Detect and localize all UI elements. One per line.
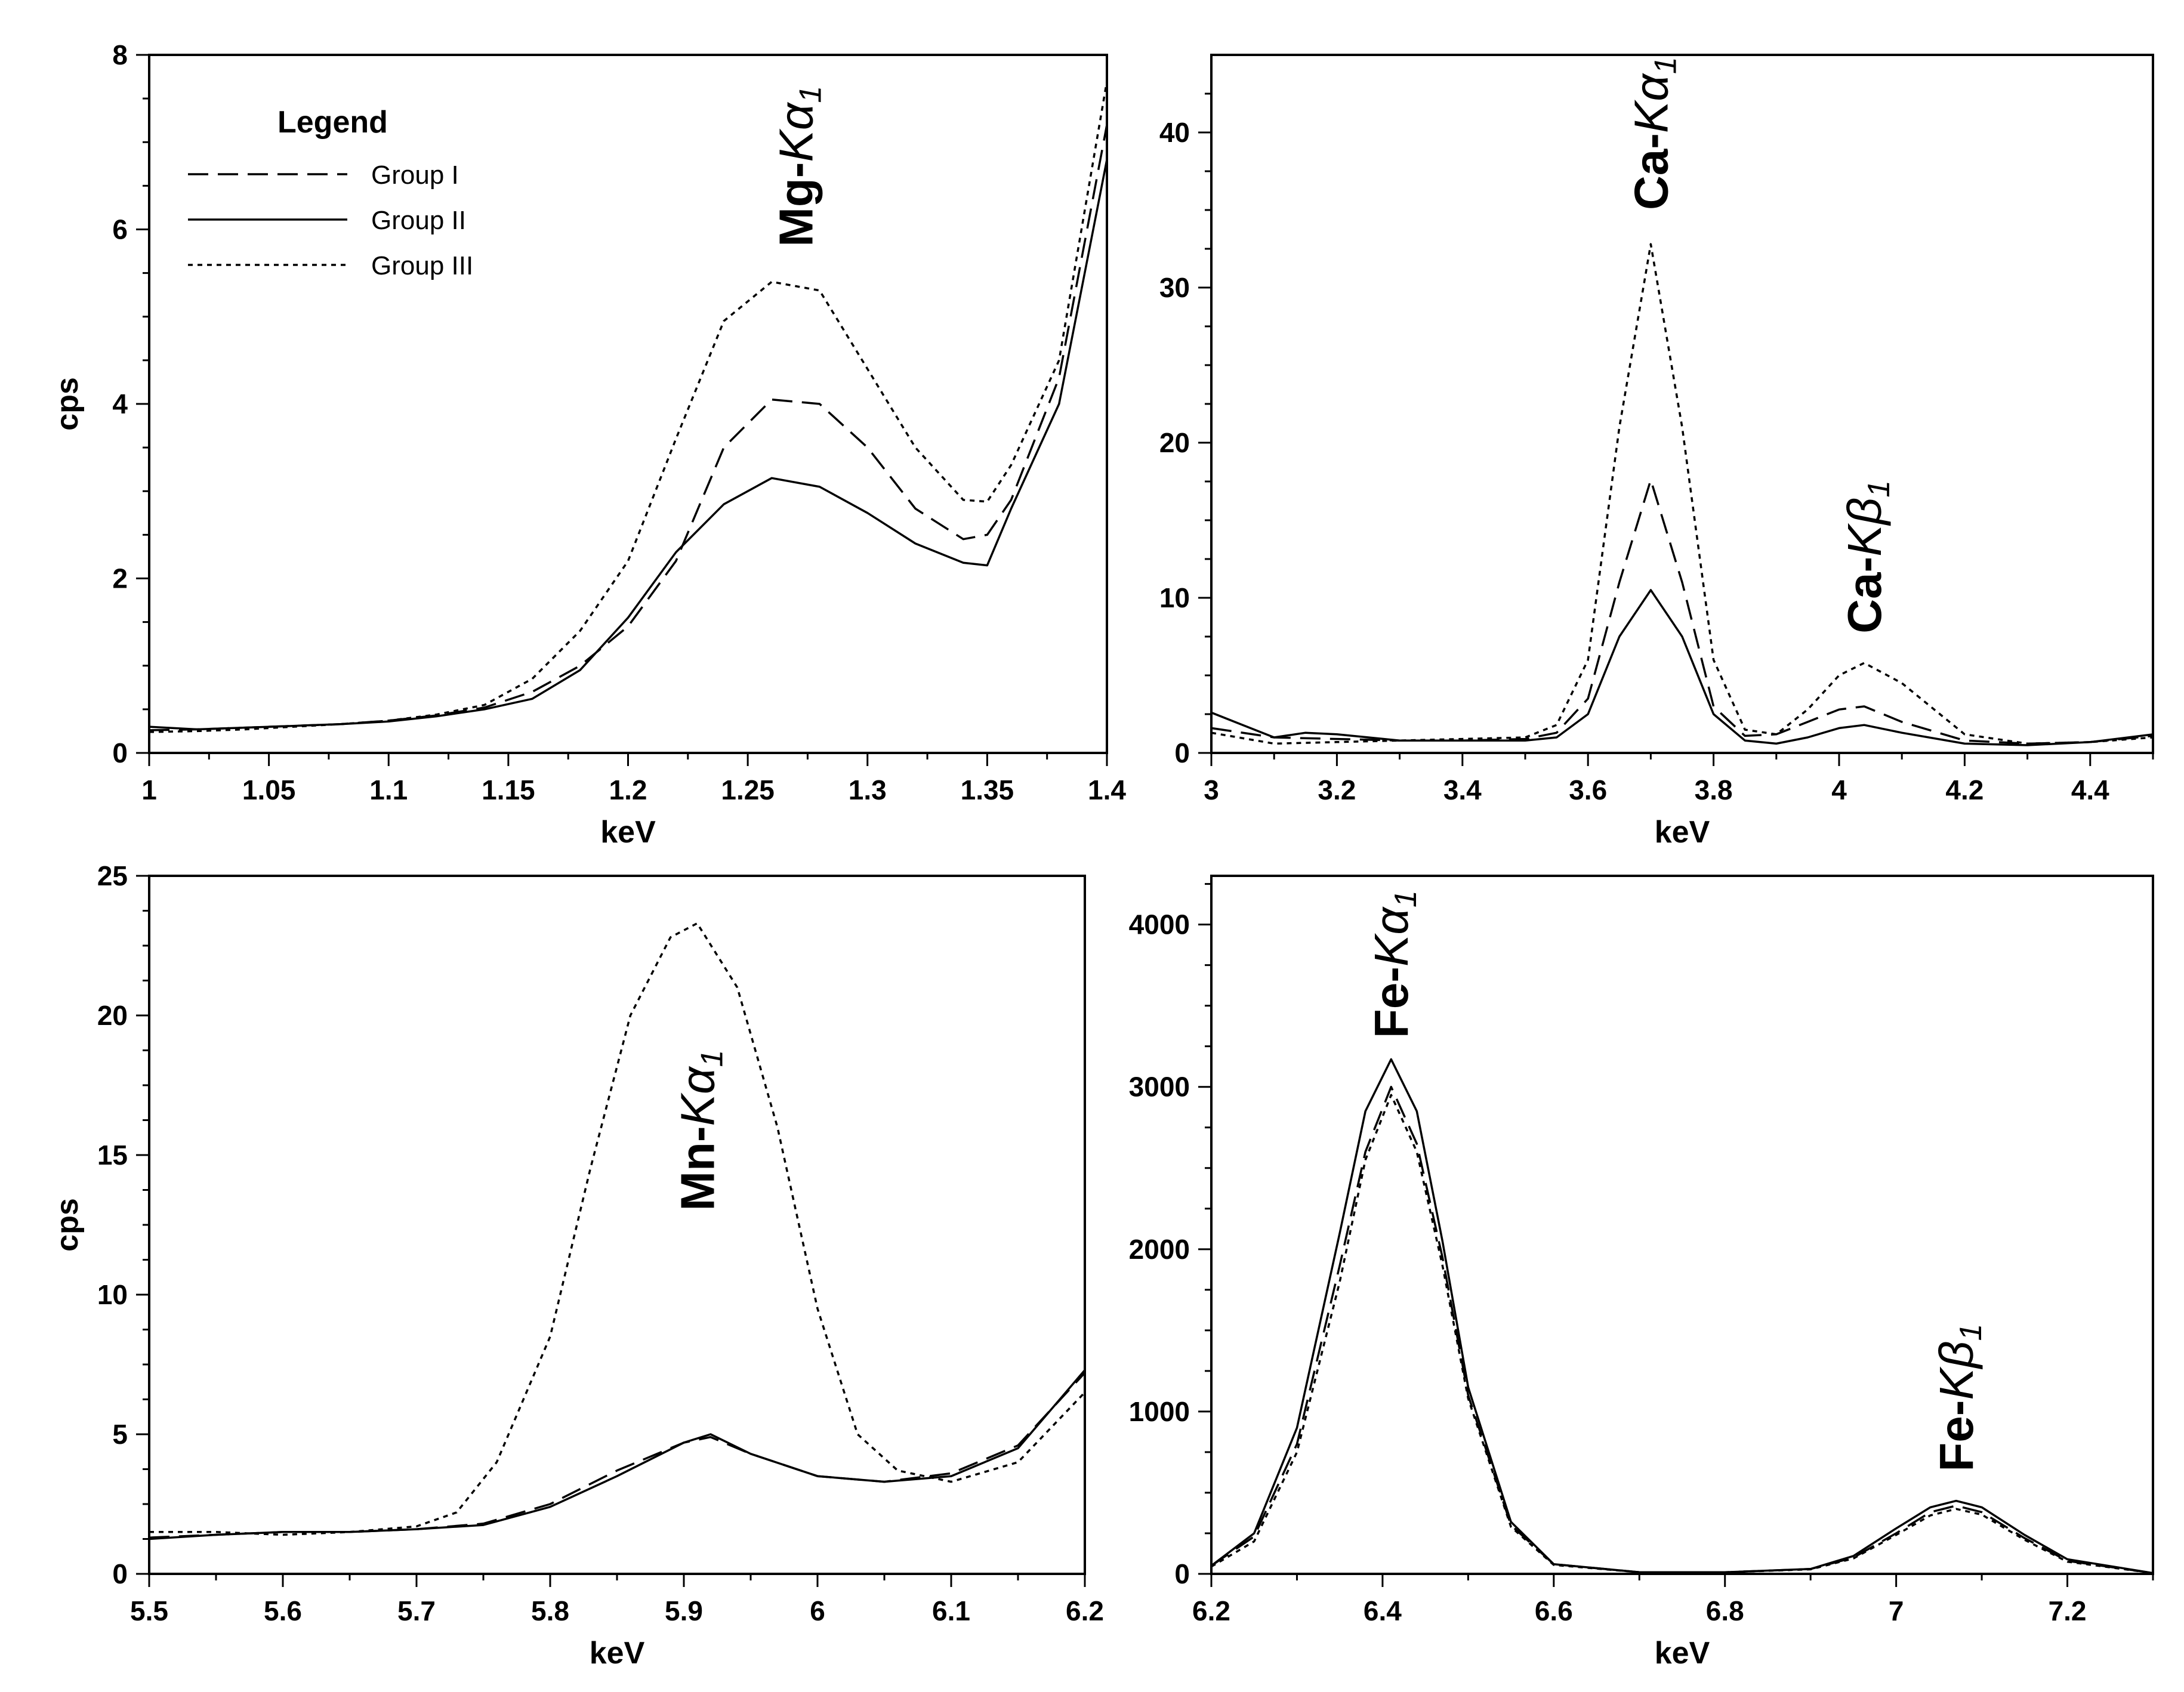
x-tick-label: 3.8: [1695, 774, 1733, 805]
x-tick-label: 6.4: [1364, 1595, 1402, 1626]
y-tick-label: 6: [112, 214, 128, 245]
x-tick-label: 4: [1831, 774, 1847, 805]
series-line-group-ii: [149, 1369, 1085, 1540]
x-tick-label: 5.7: [397, 1595, 436, 1626]
y-axis-title: cps: [50, 1198, 85, 1252]
y-tick-label: 30: [1159, 272, 1190, 303]
x-tick-label: 5.6: [264, 1595, 302, 1626]
y-tick-label: 0: [1174, 737, 1190, 768]
plot-frame: [148, 54, 1108, 754]
x-tick-label: 6: [810, 1595, 825, 1626]
legend-label: Group I: [371, 160, 459, 190]
x-tick-label: 6.1: [932, 1595, 970, 1626]
series-line-group-i: [149, 1372, 1085, 1539]
plot-frame: [148, 875, 1086, 1575]
y-tick-label: 3000: [1129, 1072, 1190, 1103]
series-line-group-iii: [149, 922, 1085, 1536]
legend-label: Group II: [371, 206, 466, 235]
series-line-group-iii: [1211, 243, 2153, 745]
x-tick-label: 1.3: [849, 774, 887, 805]
y-tick-label: 15: [97, 1140, 128, 1171]
y-tick-label: 2000: [1129, 1234, 1190, 1265]
y-tick-label: 2: [112, 563, 128, 594]
series-line-group-ii: [1211, 589, 2153, 746]
series-line-group-i: [1211, 1085, 2153, 1574]
y-tick-label: 8: [112, 39, 128, 70]
x-tick-label: 3.2: [1318, 774, 1356, 805]
y-tick-label: 20: [97, 1000, 128, 1031]
x-tick-label: 4.4: [2071, 774, 2109, 805]
legend-title: Legend: [277, 105, 388, 140]
chart-panel-top-left: 0 2 4 6 8 1 1.05 1.1 1.15 1.2 1.25 1.3 1.35 1.4 keV cps…: [50, 39, 1126, 850]
x-tick-label: 6.6: [1535, 1595, 1573, 1626]
x-tick-label: 1.2: [609, 774, 647, 805]
series-line-group-ii: [1211, 1058, 2153, 1574]
peak-label-ca: Ca-Kβ1: [1838, 480, 1896, 634]
x-axis-title: keV: [590, 1636, 645, 1671]
y-tick-label: 0: [1174, 1558, 1190, 1589]
chart-panel-top-right: 0 10 20 30 40 3 3.2 3.4 3.6 3.8 4 4.2 4.4 keV Ca-Kα1 Ca…: [1159, 54, 2154, 850]
x-tick-label: 6.2: [1066, 1595, 1104, 1626]
x-axis-title: keV: [1655, 1636, 1710, 1671]
y-tick-label: 10: [1159, 582, 1190, 613]
x-axis-title: keV: [600, 815, 656, 850]
x-tick-label: 4.2: [1945, 774, 1984, 805]
x-tick-label: 1.4: [1088, 774, 1126, 805]
plot-frame: [1210, 54, 2154, 754]
y-tick-label: 40: [1159, 117, 1190, 148]
series-line-group-iii: [149, 81, 1107, 733]
series-line-group-iii: [1211, 1094, 2153, 1574]
y-tick-label: 4000: [1129, 909, 1190, 940]
x-tick-label: 1.25: [721, 774, 775, 805]
peak-label-fe: Fe-Kβ1: [1930, 1324, 1988, 1472]
series-line-group-i: [149, 124, 1107, 731]
x-tick-label: 1.15: [482, 774, 535, 805]
plot-frame: [1210, 875, 2154, 1575]
peak-label-mg: Mg-Kα1: [769, 86, 828, 247]
legend-label: Group III: [371, 251, 473, 280]
x-tick-label: 7: [1889, 1595, 1904, 1626]
x-tick-label: 3.6: [1569, 774, 1607, 805]
chart-panel-bottom-left: 0 5 10 15 20 25 5.5 5.6 5.7 5.8 5.9 6 6.1 6.2 keV cps Mn…: [50, 860, 1104, 1671]
series-line-group-i: [1211, 478, 2153, 745]
x-tick-label: 1.05: [242, 774, 296, 805]
x-tick-label: 5.9: [665, 1595, 703, 1626]
y-tick-label: 5: [112, 1419, 128, 1450]
x-tick-label: 6.8: [1706, 1595, 1744, 1626]
y-tick-label: 25: [97, 860, 128, 891]
x-tick-label: 6.2: [1192, 1595, 1230, 1626]
y-tick-label: 0: [112, 1558, 128, 1589]
x-tick-label: 7.2: [2049, 1595, 2087, 1626]
x-tick-label: 1: [141, 774, 157, 805]
y-tick-label: 20: [1159, 427, 1190, 458]
y-tick-label: 4: [112, 388, 128, 419]
y-tick-label: 0: [112, 737, 128, 768]
peak-label-ca: Ca-Kα1: [1624, 57, 1683, 210]
peak-label-mn: Mn-Kα1: [671, 1050, 729, 1211]
y-tick-label: 10: [97, 1279, 128, 1310]
x-tick-label: 5.8: [531, 1595, 569, 1626]
y-tick-label: 1000: [1129, 1396, 1190, 1427]
x-axis-title: keV: [1655, 815, 1710, 850]
y-axis-title: cps: [50, 377, 85, 431]
x-tick-label: 1.1: [369, 774, 408, 805]
peak-label-fe: Fe-Kα1: [1365, 890, 1423, 1038]
series-line-group-ii: [149, 159, 1107, 731]
x-tick-label: 3.4: [1443, 774, 1482, 805]
x-tick-label: 1.35: [961, 774, 1014, 805]
x-tick-label: 5.5: [130, 1595, 168, 1626]
x-tick-label: 3: [1204, 774, 1219, 805]
legend: Legend Group I Group II Group III: [188, 105, 473, 280]
chart-panel-bottom-right: 0 1000 2000 3000 4000 6.2 6.4 6.6 6.8 7 7.2 keV Fe-K…: [1129, 875, 2154, 1671]
